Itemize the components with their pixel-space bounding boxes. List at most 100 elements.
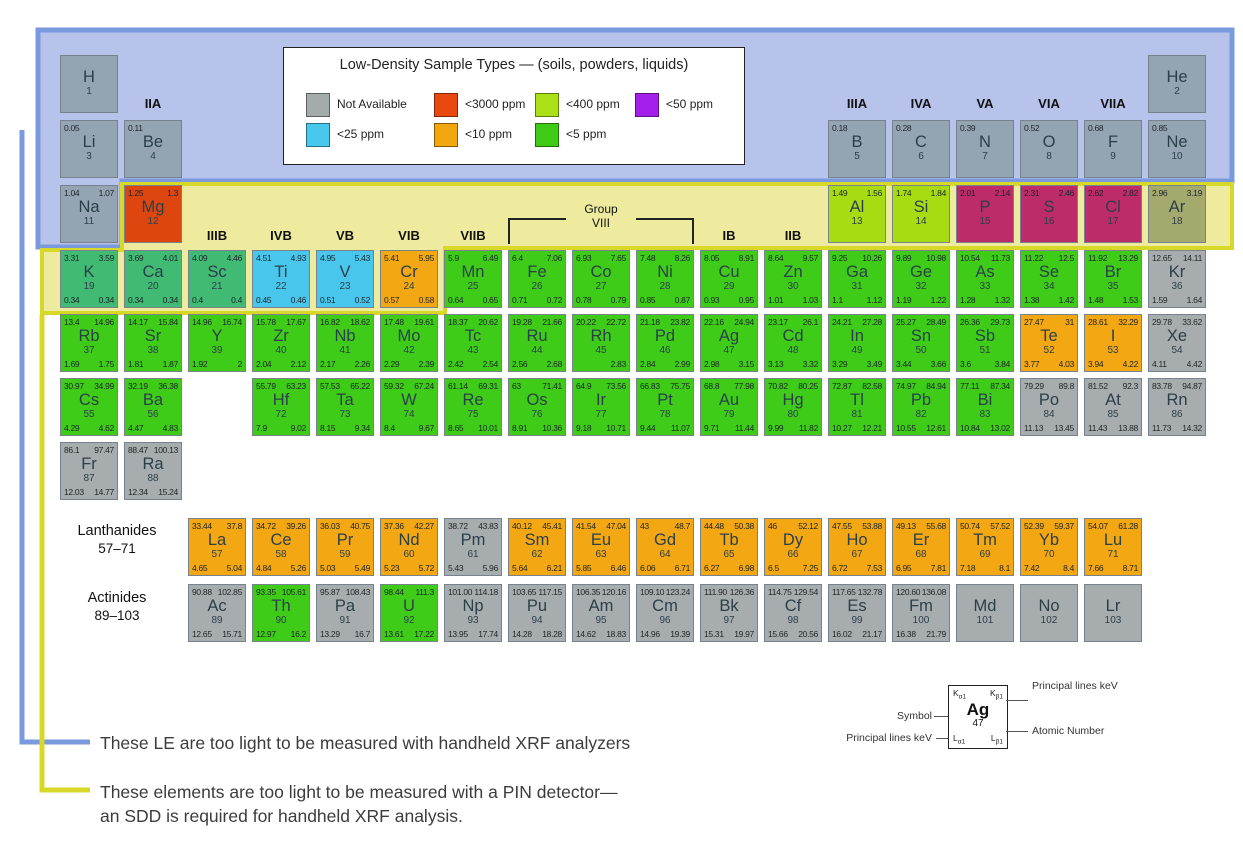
element-cell-Pu: 103.65 117.15 Pu 94 14.28 18.28	[508, 584, 566, 642]
kev-value-br: 6.71	[674, 563, 691, 573]
legend-swatch	[635, 93, 659, 117]
kev-value-tr: 50.38	[734, 521, 754, 531]
atomic-number: 102	[1040, 615, 1058, 626]
element-symbol: Cs	[78, 391, 100, 409]
element-symbol: No	[1038, 597, 1060, 615]
group-header-IIA: IIA	[144, 96, 162, 111]
kev-value-bl: 7.42	[1024, 563, 1040, 573]
kev-value-tl: 0.39	[960, 123, 976, 133]
legend-label: Not Available	[337, 97, 407, 111]
element-cell-Ge: 9.89 10.98 Ge 32 1.19 1.22	[892, 250, 950, 308]
element-symbol: Li	[82, 133, 96, 151]
element-cell-Mn: 5.9 6.49 Mn 25 0.64 0.65	[444, 250, 502, 308]
element-symbol: Hf	[272, 391, 290, 409]
atomic-number: 4	[150, 151, 156, 162]
element-symbol: At	[1105, 391, 1121, 409]
element-cell-S: 2.31 2.46 S 16	[1020, 185, 1078, 243]
kev-value-tl: 10.54	[960, 253, 980, 263]
element-symbol: Hg	[782, 391, 804, 409]
kev-value-tr: 89.8	[1058, 381, 1075, 391]
atomic-number: 23	[339, 281, 351, 292]
kev-value-bl: 12.65	[192, 629, 212, 639]
key-principal-top-connector	[1006, 700, 1028, 701]
kev-value-tr: 132.78	[857, 587, 883, 597]
bracket-tick-right	[692, 218, 694, 244]
kev-value-br: 1.53	[1122, 295, 1139, 305]
key-symbol: Ag	[966, 700, 990, 719]
kev-value-tl: 120.60	[896, 587, 921, 597]
atomic-number: 59	[339, 549, 351, 560]
element-symbol: Rn	[1166, 391, 1188, 409]
element-symbol: As	[975, 263, 995, 281]
element-symbol: Cu	[718, 263, 740, 281]
element-symbol: Th	[271, 597, 291, 615]
element-cell-Sb: 26.36 29.73 Sb 51 3.6 3.84	[956, 314, 1014, 372]
atomic-number: 7	[982, 151, 988, 162]
kev-value-br: 0.46	[290, 295, 307, 305]
atomic-number: 71	[1107, 549, 1119, 560]
kev-value-br: 8.71	[1122, 563, 1139, 573]
kev-value-tl: 47.55	[832, 521, 852, 531]
kev-value-br: 2.12	[290, 359, 307, 369]
atomic-number: 28	[659, 281, 671, 292]
element-symbol: Ti	[274, 263, 288, 281]
element-cell-Cu: 8.05 8.91 Cu 29 0.93 0.95	[700, 250, 758, 308]
element-cell-C: 0.28 C 6	[892, 120, 950, 178]
group-header-VIA: VIA	[1038, 96, 1060, 111]
element-cell-Au: 68.8 77.98 Au 79 9.71 11.44	[700, 378, 758, 436]
kev-value-br: 3.66	[930, 359, 947, 369]
kev-value-bl: 4.11	[1152, 359, 1167, 369]
element-symbol: Tm	[973, 531, 997, 549]
element-cell-Am: 106.35 120.16 Am 95 14.62 18.83	[572, 584, 630, 642]
element-cell-Xe: 29.78 33.62 Xe 54 4.11 4.42	[1148, 314, 1206, 372]
element-symbol: Mg	[141, 198, 165, 216]
element-symbol: Al	[849, 198, 865, 216]
atomic-number: 27	[595, 281, 607, 292]
atomic-number: 47	[723, 345, 735, 356]
element-symbol: Pb	[910, 391, 932, 409]
atomic-number: 90	[275, 615, 287, 626]
kev-value-br: 0.87	[674, 295, 691, 305]
kev-value-bl: 7.18	[960, 563, 976, 573]
element-symbol: Ra	[142, 455, 164, 473]
kev-value-tl: 14.17	[128, 317, 148, 327]
kev-value-tr: 97.47	[94, 445, 114, 455]
element-symbol: Pt	[657, 391, 673, 409]
kev-value-tr: 1.3	[167, 188, 178, 198]
element-cell-No: No 102	[1020, 584, 1078, 642]
kev-value-tr: 2.82	[1122, 188, 1139, 198]
kev-value-br: 11.82	[798, 423, 818, 433]
element-cell-I: 28.61 32.29 I 53 3.94 4.22	[1084, 314, 1142, 372]
kev-value-tr: 77.98	[734, 381, 754, 391]
group-header-VIIA: VIIA	[1100, 96, 1126, 111]
kev-value-br: 4.22	[1122, 359, 1139, 369]
element-cell-Fm: 120.60 136.08 Fm 100 16.38 21.79	[892, 584, 950, 642]
kev-value-tl: 32.19	[128, 381, 148, 391]
element-symbol: Cf	[784, 597, 802, 615]
kev-value-tr: 114.18	[474, 587, 498, 597]
element-symbol: Os	[526, 391, 548, 409]
kev-value-br: 19.39	[670, 629, 690, 639]
element-symbol: F	[1107, 133, 1119, 151]
kev-value-br: 0.52	[354, 295, 371, 305]
kev-value-br: 4.83	[162, 423, 179, 433]
kev-value-tl: 36.03	[320, 521, 340, 531]
kev-value-br: 6.21	[546, 563, 563, 573]
element-cell-Sn: 25.27 28.49 Sn 50 3.44 3.66	[892, 314, 950, 372]
atomic-number: 18	[1171, 216, 1183, 227]
element-cell-Cl: 2.62 2.82 Cl 17	[1084, 185, 1142, 243]
kev-value-tr: 33.62	[1182, 317, 1202, 327]
element-symbol: Co	[590, 263, 612, 281]
atomic-number: 42	[403, 345, 415, 356]
element-symbol: Ni	[657, 263, 673, 281]
element-symbol: In	[850, 327, 864, 345]
element-cell-Ce: 34.72 39.26 Ce 58 4.84 5.26	[252, 518, 310, 576]
kev-value-tl: 7.48	[640, 253, 656, 263]
element-symbol: Cd	[782, 327, 804, 345]
key-symbol-connector	[934, 716, 948, 717]
element-symbol: B	[851, 133, 863, 151]
kev-value-tr: 28.49	[926, 317, 946, 327]
kev-value-bl: 7.66	[1088, 563, 1104, 573]
kev-value-br: 10.71	[606, 423, 626, 433]
kev-value-tr: 102.85	[217, 587, 243, 597]
